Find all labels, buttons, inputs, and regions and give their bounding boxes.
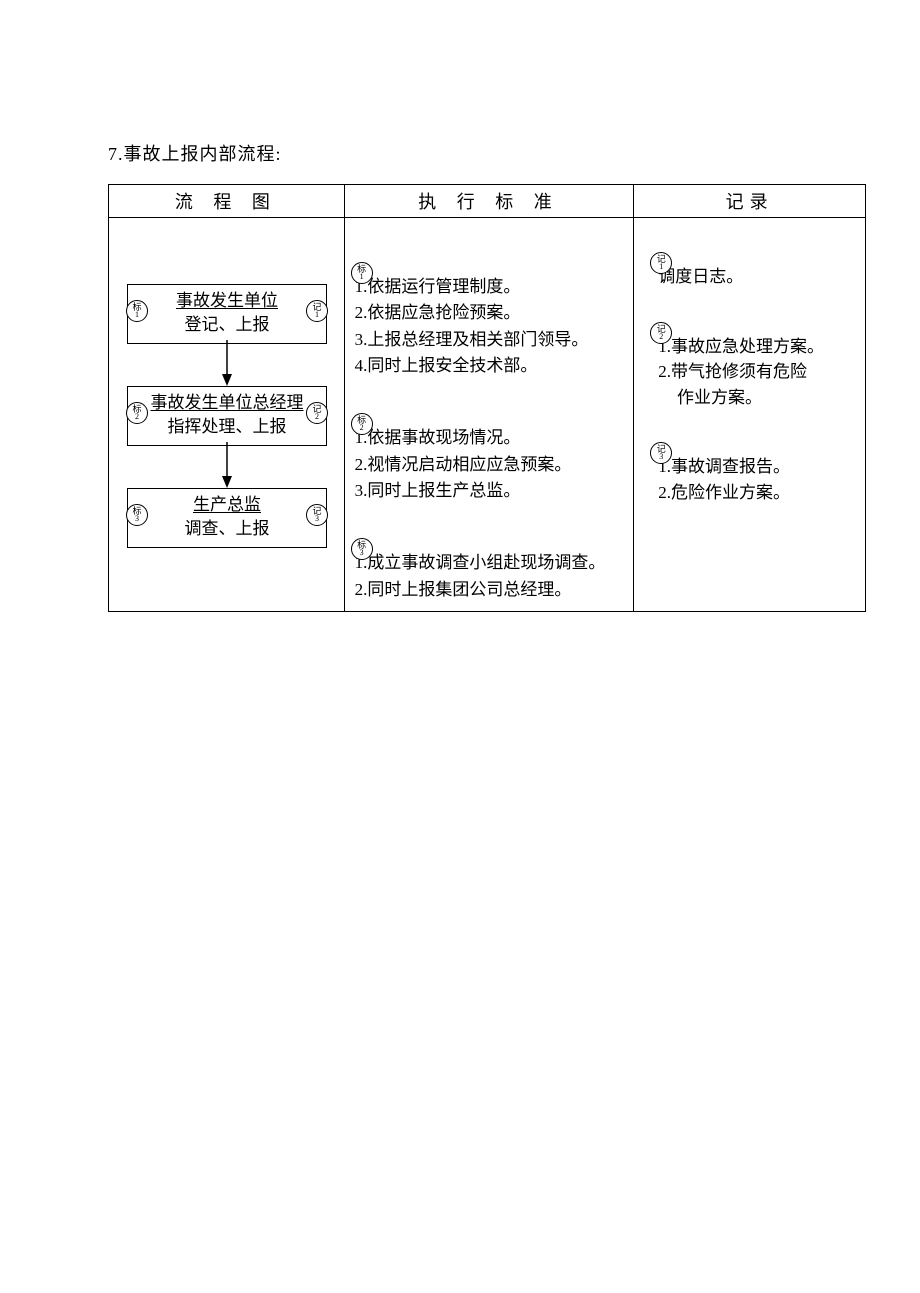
standard-3-line: 2.同时上报集团公司总经理。 — [355, 577, 626, 603]
badge-num: 1 — [135, 311, 139, 319]
record-2-badge: 记 2 — [650, 322, 672, 344]
standard-1-badge: 标 1 — [351, 262, 373, 284]
standard-3-badge: 标 3 — [351, 538, 373, 560]
badge-num: 2 — [135, 413, 139, 421]
standard-2-line: 2.视情况启动相应应急预案。 — [355, 452, 626, 478]
standards-cell: 标 1 1.依据运行管理制度。 2.依据应急抢险预案。 3.上报总经理及相关部门… — [344, 218, 634, 612]
badge-num: 1 — [659, 263, 663, 271]
flow-node-2-badge-left: 标 2 — [126, 402, 148, 424]
badge-num: 2 — [659, 333, 663, 341]
badge-num: 1 — [360, 273, 364, 281]
standard-1-line: 4.同时上报安全技术部。 — [355, 353, 626, 379]
flow-node-3: 生产总监 调查、上报 — [127, 488, 327, 548]
flow-node-3-line1: 生产总监 — [193, 495, 261, 514]
flow-node-1-line2: 登记、上报 — [185, 315, 270, 334]
standard-1-line: 3.上报总经理及相关部门领导。 — [355, 327, 626, 353]
flow-node-1: 事故发生单位 登记、上报 — [127, 284, 327, 344]
records-cell: 记 1 调度日志。 记 2 1.事故应急处理方案。 2.带气抢修须有危险 — [634, 218, 866, 612]
record-block-1: 记 1 调度日志。 — [658, 264, 857, 290]
header-record: 记录 — [634, 185, 866, 218]
record-2-line: 作业方案。 — [658, 385, 857, 411]
flow-node-1-badge-left: 标 1 — [126, 300, 148, 322]
badge-num: 2 — [315, 413, 319, 421]
flow-node-1-badge-right: 记 1 — [306, 300, 328, 322]
badge-num: 3 — [659, 453, 663, 461]
standard-block-3: 标 3 1.成立事故调查小组赴现场调查。 2.同时上报集团公司总经理。 — [355, 550, 626, 603]
flow-node-2: 事故发生单位总经理 指挥处理、上报 — [127, 386, 327, 446]
badge-num: 1 — [315, 311, 319, 319]
flow-arrow-2 — [219, 442, 235, 488]
flow-node-3-badge-left: 标 3 — [126, 504, 148, 526]
record-2-line: 2.带气抢修须有危险 — [658, 359, 857, 385]
standard-2-line: 3.同时上报生产总监。 — [355, 478, 626, 504]
flow-node-1-line1: 事故发生单位 — [176, 291, 278, 310]
record-block-2: 记 2 1.事故应急处理方案。 2.带气抢修须有危险 作业方案。 — [658, 334, 857, 411]
flow-node-2-line1: 事故发生单位总经理 — [151, 393, 304, 412]
record-3-line: 2.危险作业方案。 — [658, 480, 857, 506]
standard-1-line: 2.依据应急抢险预案。 — [355, 300, 626, 326]
standard-block-2: 标 2 1.依据事故现场情况。 2.视情况启动相应应急预案。 3.同时上报生产总… — [355, 425, 626, 504]
badge-num: 3 — [315, 515, 319, 523]
record-1-line: 调度日志。 — [658, 264, 857, 290]
record-3-line: 1.事故调查报告。 — [658, 454, 857, 480]
flowchart-cell: 事故发生单位 登记、上报 标 1 记 1 — [109, 218, 345, 612]
header-flow: 流 程 图 — [109, 185, 345, 218]
section-title: 7.事故上报内部流程: — [108, 140, 860, 166]
flow-node-2-line2: 指挥处理、上报 — [168, 417, 287, 436]
badge-num: 3 — [135, 515, 139, 523]
standard-block-1: 标 1 1.依据运行管理制度。 2.依据应急抢险预案。 3.上报总经理及相关部门… — [355, 274, 626, 379]
flow-node-3-badge-right: 记 3 — [306, 504, 328, 526]
standard-2-line: 1.依据事故现场情况。 — [355, 425, 626, 451]
flow-node-2-badge-right: 记 2 — [306, 402, 328, 424]
flow-node-3-line2: 调查、上报 — [185, 519, 270, 538]
record-2-line: 1.事故应急处理方案。 — [658, 334, 857, 360]
standard-3-line: 1.成立事故调查小组赴现场调查。 — [355, 550, 626, 576]
header-standard: 执 行 标 准 — [344, 185, 634, 218]
standard-1-line: 1.依据运行管理制度。 — [355, 274, 626, 300]
standard-2-badge: 标 2 — [351, 413, 373, 435]
flow-arrow-1 — [219, 340, 235, 386]
process-table: 流 程 图 执 行 标 准 记录 事故发生单位 登记、上报 标 1 — [108, 184, 866, 612]
record-block-3: 记 3 1.事故调查报告。 2.危险作业方案。 — [658, 454, 857, 505]
badge-num: 3 — [360, 549, 364, 557]
badge-num: 2 — [360, 424, 364, 432]
